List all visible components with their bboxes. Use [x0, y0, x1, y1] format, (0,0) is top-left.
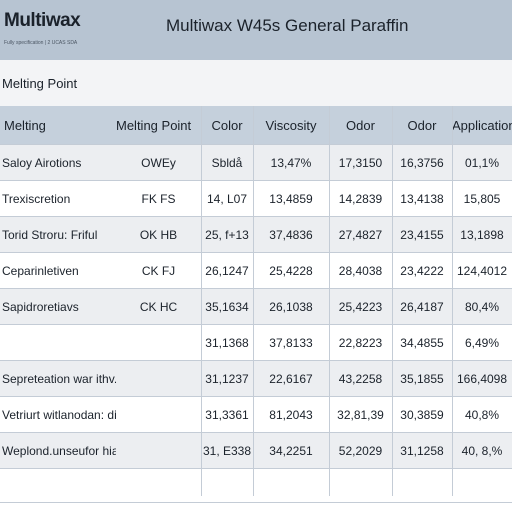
column-header[interactable]: Melting — [0, 106, 116, 145]
table-cell: FK FS — [116, 180, 201, 217]
table-cell: 31, E338 — [201, 432, 253, 469]
table-cell: OWEy — [116, 144, 201, 181]
title-bar: Multiwax Fully specification | 2 UCAS SD… — [0, 0, 512, 61]
table-cell: CK HC — [116, 288, 201, 325]
table-row: 31,1368 37,8133 22,8223 34,4855 6,49% — [0, 324, 512, 361]
table-cell: 22,8223 — [329, 324, 392, 361]
column-divider — [253, 106, 254, 496]
table-row: Ceparinletiven CK FJ 26,1247 25,4228 28,4038… — [0, 252, 512, 289]
table-cell: 26,4187 — [392, 288, 452, 325]
table-cell: 31,1368 — [201, 324, 253, 361]
table-cell: 124,4012 — [452, 252, 512, 289]
table-cell: 31,1237 — [201, 360, 253, 397]
table-cell: 27,4827 — [329, 216, 392, 253]
table-cell: 28,4038 — [329, 252, 392, 289]
table-cell: 13,4138 — [392, 180, 452, 217]
table-cell: 16,3756 — [392, 144, 452, 181]
table-cell: 01,1% — [452, 144, 512, 181]
row-label: Sepreteation war ithv.aties — [0, 360, 116, 397]
table-cell — [116, 360, 201, 397]
table-cell: 26,1038 — [253, 288, 329, 325]
table-cell: 23,4222 — [392, 252, 452, 289]
table-cell: 81,2043 — [253, 396, 329, 433]
row-label: Ceparinletiven — [0, 252, 116, 289]
table-cell — [116, 324, 201, 361]
table-cell: 13,1898 — [452, 216, 512, 253]
document-title: Multiwax W45s General Paraffin — [166, 16, 409, 35]
table-cell: 32,81,39 — [329, 396, 392, 433]
row-label: Saloy Airotions — [0, 144, 116, 181]
row-label: Trexiscretion — [0, 180, 116, 217]
table-cell: 15,805 — [452, 180, 512, 217]
column-header[interactable]: Applications — [452, 106, 512, 145]
table-bottom-border — [0, 502, 512, 503]
column-header[interactable]: Odor — [329, 106, 392, 145]
table-cell: Sbldå — [201, 144, 253, 181]
row-label: Torid Stroru: Friful — [0, 216, 116, 253]
table-cell: 37,4836 — [253, 216, 329, 253]
table-cell: OK HB — [116, 216, 201, 253]
table-cell: 23,4155 — [392, 216, 452, 253]
column-header[interactable]: Viscosity — [253, 106, 329, 145]
table-row: Vetriurt witlanodan: difetiesd wid the t… — [0, 396, 512, 433]
section-title: Melting Point — [2, 76, 78, 91]
table-cell: 13,47% — [253, 144, 329, 181]
table-cell — [116, 432, 201, 469]
table-cell — [116, 396, 201, 433]
column-header[interactable]: Melting Point — [116, 106, 201, 145]
table-cell: 13,4859 — [253, 180, 329, 217]
table-cell: 30,3859 — [392, 396, 452, 433]
table-cell: 40, 8,% — [452, 432, 512, 469]
table-cell: 25,4223 — [329, 288, 392, 325]
table-cell: 22,6167 — [253, 360, 329, 397]
table-cell: 34,2251 — [253, 432, 329, 469]
table-cell: 14, L07 — [201, 180, 253, 217]
table-cell: 166,4098 — [452, 360, 512, 397]
section-header: Melting Point — [0, 60, 512, 106]
table-cell: 31,1258 — [392, 432, 452, 469]
table-cell: 35,1634 — [201, 288, 253, 325]
table-row: Sepreteation war ithv.aties 31,123722,616… — [0, 360, 512, 397]
table-row: Weplond.unseufor hiats sterin fary Proav… — [0, 432, 512, 469]
table-cell: 34,4855 — [392, 324, 452, 361]
column-divider — [201, 106, 202, 496]
column-divider — [392, 106, 393, 496]
column-divider — [329, 106, 330, 496]
table-cell: 6,49% — [452, 324, 512, 361]
row-label: Vetriurt witlanodan: difetiesd wid the t… — [0, 396, 116, 433]
row-label: Sapidroretiavs — [0, 288, 116, 325]
table-cell: 25,4228 — [253, 252, 329, 289]
table-cell: 37,8133 — [253, 324, 329, 361]
table-cell: 52,2029 — [329, 432, 392, 469]
table-row: Trexiscretion FK FS 14, L07 13,4859 14,2839 1… — [0, 180, 512, 217]
table-cell: 35,1855 — [392, 360, 452, 397]
table-row: Torid Stroru: Friful OK HB 25, f+13 37,4836… — [0, 216, 512, 253]
table-cell: 43,2258 — [329, 360, 392, 397]
table-cell: 40,8% — [452, 396, 512, 433]
table-cell: 17,3150 — [329, 144, 392, 181]
table-row: Saloy Airotions OWEy Sbldå 13,47% 17,3150 16,… — [0, 144, 512, 181]
properties-table: Melting Melting Point Color Viscosity Odor Od… — [0, 106, 512, 469]
table-cell: 14,2839 — [329, 180, 392, 217]
table-cell: 26,1247 — [201, 252, 253, 289]
row-label: Weplond.unseufor hiats sterin fary Proav… — [0, 432, 116, 469]
column-divider — [452, 106, 453, 496]
column-header[interactable]: Odor — [392, 106, 452, 145]
table-cell: 25, f+13 — [201, 216, 253, 253]
table-cell: 31,3361 — [201, 396, 253, 433]
table-body: Saloy Airotions OWEy Sbldå 13,47% 17,3150 16,… — [0, 144, 512, 469]
brand-subtitle: Fully specification | 2 UCAS SDA — [4, 40, 78, 46]
brand-name: Multiwax — [4, 10, 81, 31]
table-header-row: Melting Melting Point Color Viscosity Odor Od… — [0, 106, 512, 145]
column-header[interactable]: Color — [201, 106, 253, 145]
table-row: Sapidroretiavs CK HC 35,1634 26,1038 25,4223… — [0, 288, 512, 325]
row-label — [0, 324, 116, 361]
table-cell: CK FJ — [116, 252, 201, 289]
table-cell: 80,4% — [452, 288, 512, 325]
